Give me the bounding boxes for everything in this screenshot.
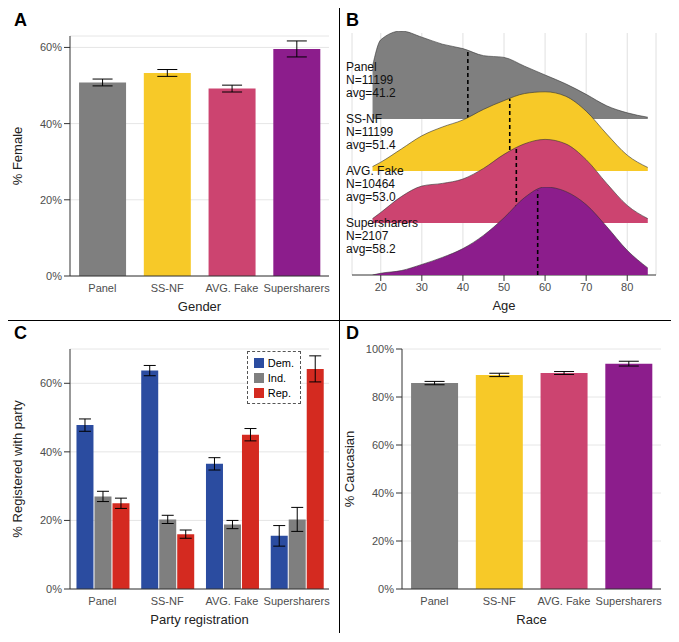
html-text:N=11199: N=11199 [346, 125, 394, 139]
svg-text:% Registered with party: % Registered with party [10, 400, 25, 538]
svg-text:Gender: Gender [178, 299, 222, 314]
svg-text:% Female: % Female [10, 127, 25, 186]
svg-text:Supersharers: Supersharers [264, 282, 331, 294]
svg-text:SS-NF: SS-NF [151, 282, 184, 294]
html-text:SS-NF: SS-NF [346, 112, 382, 126]
svg-text:70: 70 [580, 281, 592, 293]
svg-text:AVG. Fake: AVG. Fake [537, 595, 590, 607]
svg-text:80: 80 [621, 281, 633, 293]
svg-text:Panel: Panel [420, 595, 448, 607]
svg-text:Panel: Panel [88, 595, 116, 607]
svg-text:60%: 60% [40, 41, 62, 53]
svg-text:60: 60 [539, 281, 551, 293]
svg-text:20%: 20% [372, 535, 394, 547]
svg-text:60%: 60% [40, 377, 62, 389]
svg-text:% Caucasian: % Caucasian [342, 431, 357, 508]
svg-text:30: 30 [416, 281, 428, 293]
svg-text:Panel: Panel [88, 282, 116, 294]
html-text:avg=58.2: avg=58.2 [346, 242, 396, 256]
html-text:Rep.: Rep. [267, 386, 291, 399]
svg-text:Party registration: Party registration [150, 612, 248, 627]
html-text:Dem.: Dem. [267, 356, 294, 369]
svg-text:0%: 0% [46, 583, 62, 595]
svg-text:60%: 60% [372, 439, 394, 451]
svg-text:Race: Race [516, 612, 546, 627]
html-text:Ind.: Ind. [267, 371, 287, 384]
svg-text:0%: 0% [378, 583, 394, 595]
html-text:avg=53.0: avg=53.0 [346, 190, 396, 204]
html-text:AVG. Fake: AVG. Fake [346, 164, 404, 178]
svg-text:80%: 80% [372, 391, 394, 403]
svg-text:AVG. Fake: AVG. Fake [205, 282, 258, 294]
svg-text:Supersharers: Supersharers [596, 595, 663, 607]
html-text:A: A [14, 10, 27, 30]
svg-text:SS-NF: SS-NF [483, 595, 516, 607]
html-text:Supersharers: Supersharers [346, 216, 418, 230]
svg-text:40%: 40% [372, 487, 394, 499]
html-text:C: C [14, 323, 27, 343]
html-text:Panel: Panel [346, 60, 377, 74]
html-text:avg=51.4: avg=51.4 [346, 138, 396, 152]
svg-text:Age: Age [492, 298, 515, 313]
svg-text:Supersharers: Supersharers [264, 595, 331, 607]
svg-text:40%: 40% [40, 118, 62, 130]
svg-text:SS-NF: SS-NF [151, 595, 184, 607]
html-text:D: D [346, 323, 359, 343]
html-text:N=10464: N=10464 [346, 177, 395, 191]
html-text:B: B [346, 10, 359, 30]
svg-text:AVG. Fake: AVG. Fake [205, 595, 258, 607]
svg-text:40%: 40% [40, 446, 62, 458]
svg-text:20%: 20% [40, 514, 62, 526]
svg-text:20%: 20% [40, 194, 62, 206]
svg-text:0%: 0% [46, 270, 62, 282]
svg-text:100%: 100% [366, 343, 394, 355]
html-text:avg=41.2: avg=41.2 [346, 86, 396, 100]
svg-text:40: 40 [457, 281, 469, 293]
svg-text:50: 50 [498, 281, 510, 293]
html-text:N=2107: N=2107 [346, 229, 389, 243]
svg-text:20: 20 [375, 281, 387, 293]
html-text:N=11199: N=11199 [346, 73, 394, 87]
